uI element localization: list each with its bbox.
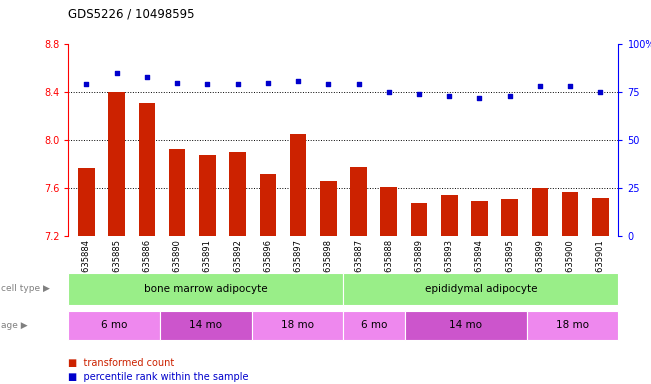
Point [293,78,303,84]
Bar [350,167,367,236]
Text: 18 mo: 18 mo [281,320,314,331]
Point [323,81,333,88]
Point [232,81,243,88]
Text: 18 mo: 18 mo [556,320,589,331]
Point [142,74,152,80]
Bar [78,168,95,236]
Bar [562,192,578,236]
Text: 6 mo: 6 mo [101,320,128,331]
Bar [592,198,609,236]
Point [172,79,182,86]
Text: cell type ▶: cell type ▶ [1,285,50,293]
Text: GDS5226 / 10498595: GDS5226 / 10498595 [68,8,195,21]
Text: bone marrow adipocyte: bone marrow adipocyte [144,284,268,294]
Point [111,70,122,76]
Point [414,91,424,97]
Point [534,83,545,89]
Point [595,89,605,95]
Point [444,93,454,99]
Point [353,81,364,88]
Point [505,93,515,99]
Bar [290,134,307,236]
Point [383,89,394,95]
Bar [501,199,518,236]
Bar [320,181,337,236]
Bar [169,149,186,236]
Bar [471,201,488,236]
Text: epididymal adipocyte: epididymal adipocyte [424,284,537,294]
Text: ■  percentile rank within the sample: ■ percentile rank within the sample [68,372,249,382]
Point [262,79,273,86]
Bar [199,155,215,236]
Bar [380,187,397,236]
Bar [411,202,427,236]
Point [202,81,213,88]
Bar [532,188,548,236]
Bar [229,152,246,236]
Text: 6 mo: 6 mo [361,320,387,331]
Bar [109,92,125,236]
Bar [139,103,155,236]
Point [474,95,484,101]
Point [81,81,92,88]
Bar [441,195,458,236]
Text: 14 mo: 14 mo [449,320,482,331]
Text: age ▶: age ▶ [1,321,28,330]
Bar [260,174,276,236]
Text: 14 mo: 14 mo [189,320,223,331]
Text: ■  transformed count: ■ transformed count [68,358,174,368]
Point [565,83,575,89]
